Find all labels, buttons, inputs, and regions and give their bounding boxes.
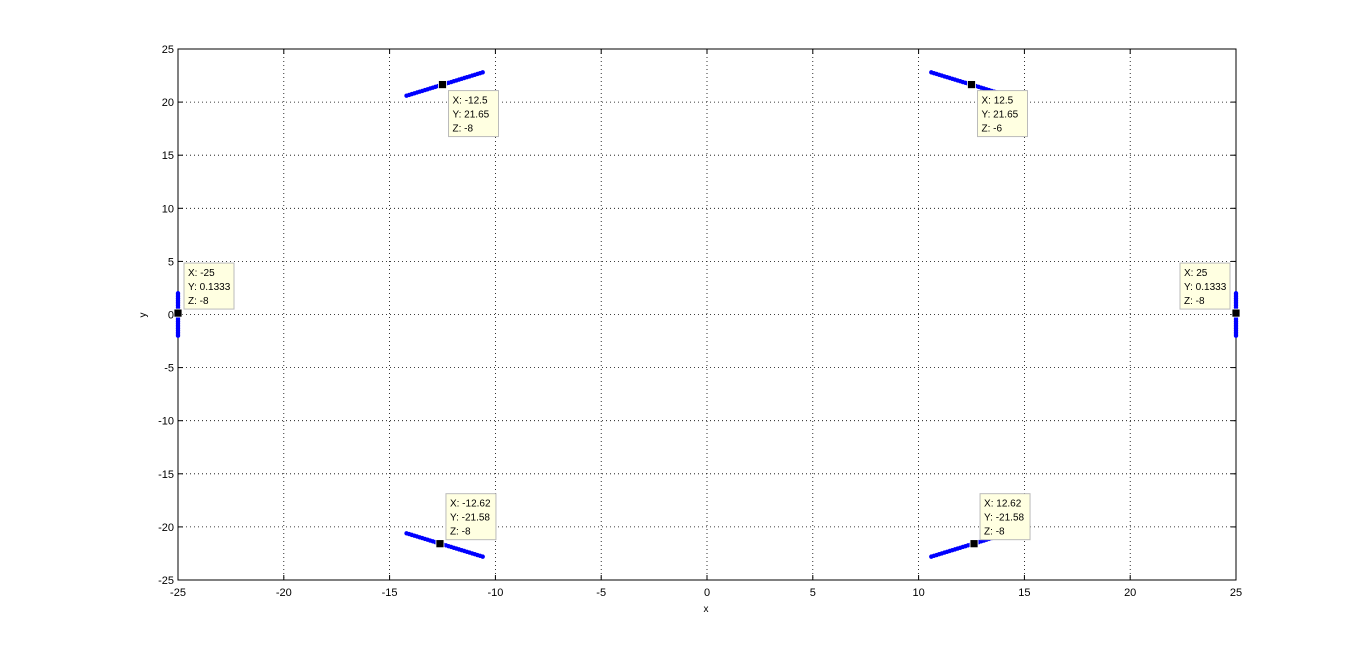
datatip-text: Z: -8: [188, 296, 209, 307]
y-tick-label: 0: [168, 310, 174, 322]
y-tick-label: -25: [158, 575, 174, 587]
datatip-text: X: 25: [1184, 268, 1208, 279]
y-tick-label: -20: [158, 522, 174, 534]
datatip-text: Z: -8: [453, 124, 474, 135]
x-tick-label: 20: [1124, 587, 1136, 599]
datatip-text: Y: 21.65: [453, 110, 490, 121]
datatip-box: [183, 262, 235, 310]
x-tick-label: 10: [912, 587, 924, 599]
y-tick-label: 5: [168, 256, 174, 268]
datatip-text: Y: 0.1333: [188, 282, 231, 293]
datatip-text: Y: 0.1333: [1184, 282, 1227, 293]
y-tick-label: 20: [162, 97, 174, 109]
grid-lines: [178, 49, 1236, 580]
datatip-marker: [438, 80, 447, 89]
datatip-box: [445, 493, 497, 541]
datatip-text: Y: -21.58: [984, 513, 1024, 524]
datatip-text: X: 12.5: [982, 96, 1014, 107]
datatip-box: [977, 90, 1028, 138]
datatip-marker: [967, 80, 976, 89]
data-point: [1233, 333, 1239, 338]
x-tick-label: -20: [276, 587, 292, 599]
datatip-text: Z: -6: [982, 124, 1003, 135]
datatip-text: Y: 21.65: [982, 110, 1019, 121]
datatip-6: X: 12.62 Y: -21.58 Z: -8: [969, 493, 1031, 549]
datatip-box: [979, 493, 1031, 541]
y-tick-label: -15: [158, 469, 174, 481]
datatip-text: Z: -8: [450, 527, 471, 538]
x-tick-label: 25: [1230, 587, 1242, 599]
axis-ticks: -25 -20 -15 -10 -5 0 5 10 15 20 25 -25 -20 -15 -10 -5 0 5…: [158, 44, 1242, 599]
data-point: [480, 554, 485, 559]
datatip-text: X: -12.5: [453, 96, 488, 107]
datatip-text: Z: -8: [1184, 296, 1205, 307]
datatip-marker: [969, 539, 979, 549]
datatip-text: Y: -21.58: [450, 513, 490, 524]
datatip-5: X: -12.62 Y: -21.58 Z: -8: [435, 493, 497, 549]
data-point: [480, 70, 485, 75]
x-tick-label: 5: [810, 587, 816, 599]
y-tick-label: 25: [162, 44, 174, 56]
datatip-2: X: 12.5 Y: 21.65 Z: -6: [967, 80, 1028, 138]
x-tick-label: 0: [704, 587, 710, 599]
datatips: X: -12.5 Y: 21.65 Z: -8 X: 12.5 Y: 21.65 Z: -…: [173, 80, 1241, 549]
x-axis-label: x: [704, 604, 709, 615]
datatip-text: X: 12.62: [984, 499, 1022, 510]
x-tick-label: 15: [1018, 587, 1030, 599]
y-tick-label: -10: [158, 416, 174, 428]
datatip-marker: [173, 308, 183, 318]
datatip-box: [1179, 262, 1231, 310]
x-tick-label: -15: [382, 587, 398, 599]
x-tick-label: -10: [487, 587, 503, 599]
datatip-3: X: -25 Y: 0.1333 Z: -8: [173, 262, 235, 318]
y-tick-label: -5: [164, 363, 174, 375]
x-tick-label: -25: [170, 587, 186, 599]
datatip-1: X: -12.5 Y: 21.65 Z: -8: [438, 80, 499, 138]
datatip-marker: [1231, 308, 1241, 318]
datatip-text: Z: -8: [984, 527, 1005, 538]
y-axis-label: y: [138, 313, 149, 318]
datatip-4: X: 25 Y: 0.1333 Z: -8: [1179, 262, 1241, 318]
x-tick-label: -5: [596, 587, 606, 599]
data-point: [175, 333, 181, 338]
datatip-text: X: -25: [188, 268, 215, 279]
y-tick-label: 15: [162, 150, 174, 162]
datatip-marker: [435, 539, 445, 549]
datatip-box: [448, 90, 499, 138]
datatip-text: X: -12.62: [450, 499, 491, 510]
y-tick-label: 10: [162, 203, 174, 215]
